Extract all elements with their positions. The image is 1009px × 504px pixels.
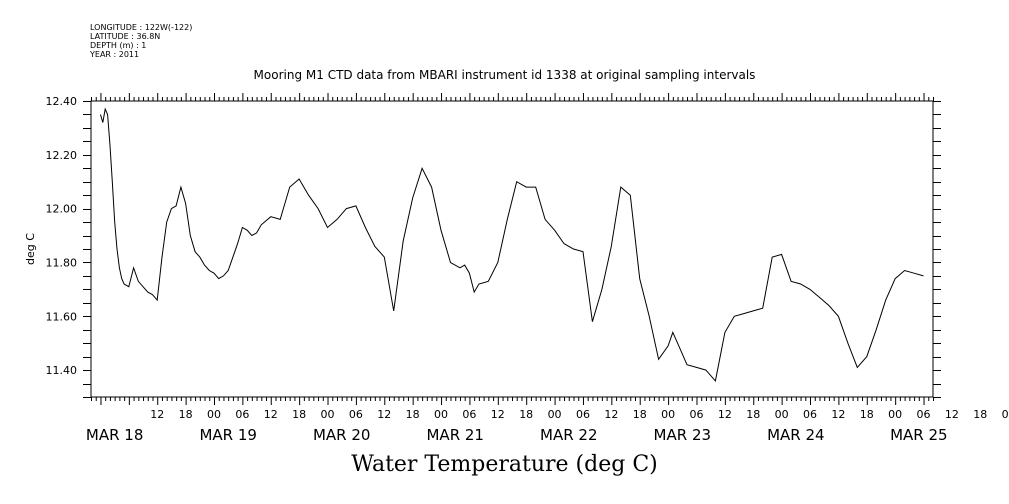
x-day-label: MAR 19 (199, 426, 256, 444)
x-axis-title: Water Temperature (deg C) (351, 452, 658, 477)
x-day-label: MAR 24 (767, 426, 824, 444)
x-hour-label: 12 (945, 408, 959, 421)
depth-label: DEPTH (m) : 1 (90, 41, 147, 50)
x-hour-label: 00 (434, 408, 448, 421)
x-hour-label: 00 (321, 408, 335, 421)
y-tick-label: 11.80 (46, 256, 78, 269)
x-hour-label: 18 (179, 408, 193, 421)
y-tick-label: 11.40 (46, 364, 78, 377)
x-day-label: MAR 23 (654, 426, 711, 444)
x-day-label: MAR 20 (313, 426, 370, 444)
x-hour-label: 18 (746, 408, 760, 421)
x-hour-label: 06 (235, 408, 249, 421)
longitude-label: LONGITUDE : 122W(-122) (90, 23, 193, 32)
x-hour-label: 00 (775, 408, 789, 421)
x-hour-label: 12 (604, 408, 618, 421)
x-hour-label: 18 (860, 408, 874, 421)
x-day-label: MAR 21 (426, 426, 483, 444)
x-hour-label: 00 (661, 408, 675, 421)
tick-labels: 11.40 11.60 11.80 12.00 12.20 12.40 12 18 00 06 12… (46, 95, 1009, 444)
y-tick-label: 12.20 (46, 149, 78, 162)
x-hour-label: 18 (406, 408, 420, 421)
x-hour-label: 00 (207, 408, 221, 421)
series-line (100, 107, 924, 382)
x-hour-label: 12 (150, 408, 164, 421)
chart-title: Mooring M1 CTD data from MBARI instrumen… (253, 68, 756, 82)
x-hour-label: 00 (1002, 408, 1009, 421)
x-hour-label: 12 (377, 408, 391, 421)
plot-frame (90, 100, 934, 398)
x-hour-label: 18 (519, 408, 533, 421)
x-hour-label: 06 (917, 408, 931, 421)
y-axis-label: deg C (24, 233, 37, 265)
x-hour-label: 06 (462, 408, 476, 421)
x-day-label: MAR 22 (540, 426, 597, 444)
y-tick-label: 12.00 (46, 203, 78, 216)
x-hour-label: 18 (973, 408, 987, 421)
x-hour-label: 12 (718, 408, 732, 421)
y-tick-label: 11.60 (46, 310, 78, 323)
x-hour-label: 00 (548, 408, 562, 421)
x-hour-label: 06 (803, 408, 817, 421)
x-hour-label: 06 (576, 408, 590, 421)
x-hour-label: 12 (264, 408, 278, 421)
x-hour-label: 12 (491, 408, 505, 421)
x-hour-label: 12 (831, 408, 845, 421)
x-hour-label: 00 (888, 408, 902, 421)
x-day-label: MAR 18 (86, 426, 143, 444)
x-hour-label: 06 (689, 408, 703, 421)
tick-marks (83, 93, 941, 405)
x-hour-label: 18 (292, 408, 306, 421)
x-day-label: MAR 25 (890, 426, 947, 444)
x-hour-label: 18 (633, 408, 647, 421)
y-tick-label: 12.40 (46, 95, 78, 108)
x-hour-label: 06 (349, 408, 363, 421)
latitude-label: LATITUDE : 36.8N (90, 32, 161, 41)
year-label: YEAR : 2011 (90, 50, 140, 59)
